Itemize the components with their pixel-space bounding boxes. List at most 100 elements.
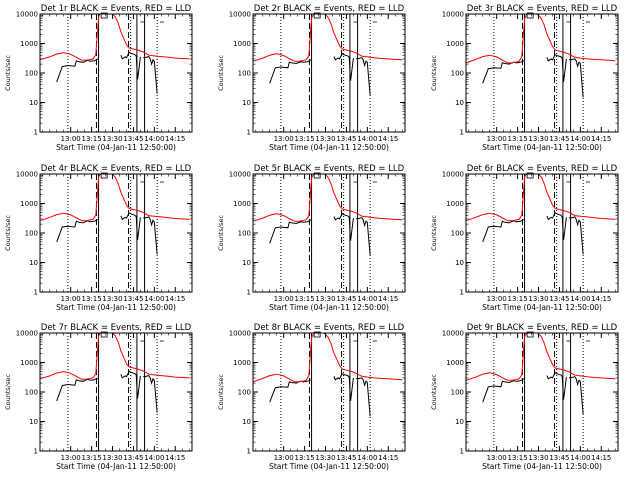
events-series-line — [143, 56, 158, 94]
x-tick-label: 14:15 — [165, 454, 185, 462]
y-tick-label: 10 — [242, 259, 251, 267]
peak-marker — [313, 331, 321, 338]
y-tick-label: 10 — [29, 418, 38, 426]
panel-title: Det 4r BLACK = Events, RED = LLD — [41, 164, 192, 174]
x-tick-label: 13:30 — [528, 454, 548, 462]
y-tick-label: 1 — [34, 289, 38, 297]
y-tick-label: 10000 — [16, 171, 38, 179]
x-tick-label: 13:15 — [295, 454, 315, 462]
y-tick-label: 100 — [238, 230, 251, 238]
events-series-line — [143, 375, 158, 413]
y-axis-label: Counts/sec — [217, 374, 225, 410]
x-tick-label: 13:15 — [295, 135, 315, 143]
events-series-line — [333, 372, 354, 401]
events-series-line — [333, 213, 354, 241]
plot-frame — [252, 173, 406, 293]
lld-series-line — [40, 333, 190, 380]
panel-title: Det 7r BLACK = Events, RED = LLD — [41, 323, 192, 333]
y-axis-label: Counts/sec — [217, 55, 225, 91]
y-tick-label: 1000 — [20, 359, 38, 367]
x-tick-label: 13:15 — [295, 295, 315, 303]
detector-panel: Det 3r BLACK = Events, RED = LLD 1 10 100 10… — [430, 4, 619, 152]
y-tick-label: 100 — [25, 70, 38, 78]
x-tick-label: 13:45 — [123, 454, 143, 462]
x-tick-label: 13:00 — [274, 295, 294, 303]
events-series-line — [482, 60, 525, 84]
plot-frame — [465, 332, 619, 452]
detector-panel: Det 2r BLACK = Events, RED = LLD 1 10 100 10… — [217, 4, 406, 152]
x-tick-label: 14:15 — [165, 135, 185, 143]
events-series-line — [546, 212, 567, 241]
x-tick-label: 14:00 — [144, 295, 164, 303]
events-series-line — [546, 53, 567, 82]
panel-title: Det 2r BLACK = Events, RED = LLD — [254, 4, 405, 14]
peak-marker — [526, 12, 534, 19]
events-series-line — [143, 216, 158, 255]
y-tick-label: 1000 — [446, 200, 464, 208]
x-tick-label: 14:15 — [378, 295, 398, 303]
x-axis-label: Start Time (04-Jan-11 12:50:00) — [482, 462, 602, 471]
y-tick-label: 1000 — [233, 40, 251, 48]
y-tick-label: 1 — [460, 289, 464, 297]
peak-marker — [526, 172, 534, 179]
events-series-line — [482, 378, 525, 403]
panel-title: Det 1r BLACK = Events, RED = LLD — [41, 4, 192, 14]
lld-series-line — [253, 333, 403, 383]
y-tick-label: 100 — [238, 389, 251, 397]
plot-frame — [39, 173, 193, 293]
y-tick-label: 1 — [247, 289, 251, 297]
lld-series-line — [466, 333, 616, 381]
detector-panel: Det 7r BLACK = Events, RED = LLD 1 10 100 10… — [4, 323, 193, 471]
events-series-line — [56, 218, 99, 243]
plot-frame — [252, 332, 406, 452]
x-tick-label: 14:00 — [144, 454, 164, 462]
x-tick-label: 14:00 — [570, 295, 590, 303]
x-tick-label: 13:15 — [508, 454, 528, 462]
x-axis-label: Start Time (04-Jan-11 12:50:00) — [56, 303, 176, 312]
x-tick-label: 13:45 — [549, 135, 569, 143]
y-tick-label: 100 — [25, 230, 38, 238]
lld-series-line — [466, 14, 616, 64]
x-tick-label: 13:30 — [102, 135, 122, 143]
x-tick-label: 14:15 — [378, 454, 398, 462]
events-series-line — [569, 216, 584, 255]
x-tick-label: 13:30 — [315, 295, 335, 303]
x-tick-label: 13:00 — [61, 454, 81, 462]
lld-series-line — [253, 14, 403, 62]
x-tick-label: 14:00 — [357, 135, 377, 143]
plot-frame — [39, 13, 193, 133]
panel-title: Det 9r BLACK = Events, RED = LLD — [467, 323, 618, 333]
y-tick-label: 10000 — [16, 330, 38, 338]
plot-frame — [465, 173, 619, 293]
x-tick-label: 14:15 — [591, 135, 611, 143]
events-series-line — [569, 376, 584, 415]
x-tick-label: 13:30 — [102, 454, 122, 462]
events-series-line — [269, 379, 312, 403]
lld-series-line — [466, 174, 616, 222]
y-tick-label: 100 — [451, 230, 464, 238]
y-axis-label: Counts/sec — [4, 374, 12, 410]
events-series-line — [356, 377, 371, 417]
x-tick-label: 13:30 — [528, 295, 548, 303]
y-tick-label: 10000 — [442, 330, 464, 338]
lld-series-line — [253, 174, 403, 222]
x-axis-label: Start Time (04-Jan-11 12:50:00) — [56, 143, 176, 152]
events-series-line — [56, 377, 99, 402]
y-tick-label: 100 — [451, 389, 464, 397]
plot-frame — [252, 13, 406, 133]
y-tick-label: 1 — [247, 129, 251, 137]
y-tick-label: 1000 — [20, 40, 38, 48]
x-axis-label: Start Time (04-Jan-11 12:50:00) — [269, 143, 389, 152]
y-tick-label: 10 — [455, 418, 464, 426]
x-tick-label: 14:00 — [357, 295, 377, 303]
x-axis-label: Start Time (04-Jan-11 12:50:00) — [56, 462, 176, 471]
x-tick-label: 13:15 — [82, 454, 102, 462]
x-tick-label: 13:30 — [315, 135, 335, 143]
x-tick-label: 13:00 — [487, 135, 507, 143]
events-series-line — [333, 53, 354, 81]
panel-title: Det 5r BLACK = Events, RED = LLD — [254, 164, 405, 174]
peak-marker — [313, 172, 321, 179]
y-tick-label: 100 — [25, 389, 38, 397]
y-axis-label: Counts/sec — [4, 215, 12, 251]
